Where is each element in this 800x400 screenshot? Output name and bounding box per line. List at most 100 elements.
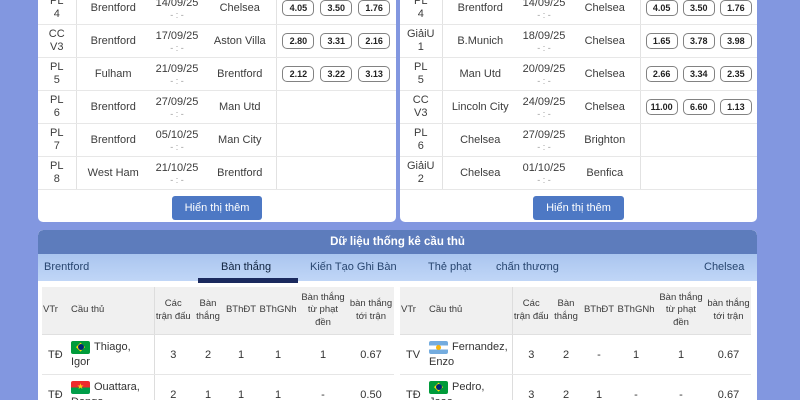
- tab-team-brentford[interactable]: Brentford: [44, 261, 90, 273]
- odd-draw[interactable]: 3.50: [320, 0, 353, 16]
- league-round: 6: [417, 140, 424, 152]
- col-penalty-goals: Bàn thắng từ phạt đền: [656, 287, 706, 336]
- fixture-row: CC V3 Brentford 17/09/25- : - Aston Villa…: [38, 24, 396, 58]
- tab-team-chelsea[interactable]: Chelsea: [704, 261, 745, 273]
- fixtures-table-right: PL 4 Brentford 14/09/25- : - Chelsea 4.05…: [400, 0, 757, 190]
- fixtures-card-right: PL 4 Brentford 14/09/25- : - Chelsea 4.05…: [400, 0, 757, 222]
- odd-draw[interactable]: 3.22: [320, 66, 353, 82]
- match-date: 14/09/25: [522, 0, 566, 9]
- stat-goals: 2: [550, 374, 582, 400]
- tab-goals[interactable]: Bàn thắng: [221, 261, 272, 273]
- argentina-flag-icon: [429, 340, 448, 354]
- away-team: Man Utd: [204, 90, 276, 124]
- away-team: Chelsea: [570, 90, 640, 124]
- away-team: Chelsea: [570, 0, 640, 25]
- player-name: Pedro,: [452, 380, 485, 393]
- odd-away[interactable]: 1.13: [719, 99, 752, 115]
- odd-away[interactable]: 2.35: [719, 66, 752, 82]
- player-position: TĐ: [400, 374, 428, 400]
- odds-cell: [275, 156, 396, 190]
- league-code: PL: [50, 60, 64, 73]
- match-score: - : -: [537, 75, 551, 86]
- tab-injuries[interactable]: chấn thương: [496, 261, 559, 273]
- league-round: 6: [53, 107, 60, 119]
- odd-home[interactable]: 11.00: [645, 99, 678, 115]
- league-code: CC: [48, 27, 65, 40]
- league-code: PL: [50, 159, 64, 172]
- col-matches: Các trận đấu: [511, 287, 550, 336]
- home-team: Brentford: [76, 24, 150, 58]
- match-score: - : -: [170, 141, 184, 152]
- odd-home[interactable]: 2.12: [282, 66, 315, 82]
- stat-matches: 3: [153, 334, 192, 376]
- home-team: Brentford: [442, 0, 518, 25]
- match-score: - : -: [537, 9, 551, 20]
- odd-away[interactable]: 1.76: [719, 0, 752, 16]
- league-code: PL: [50, 0, 64, 7]
- home-team: Brentford: [76, 90, 150, 124]
- odd-away[interactable]: 2.16: [358, 33, 391, 49]
- col-matches: Các trận đấu: [153, 287, 192, 336]
- tab-cards[interactable]: Thẻ phạt: [428, 261, 472, 273]
- stat-bthdt: 1: [224, 334, 258, 376]
- odd-draw[interactable]: 6.60: [682, 99, 715, 115]
- match-score: - : -: [170, 75, 184, 86]
- col-bthdt: BThĐT: [582, 287, 616, 336]
- show-more-button[interactable]: Hiển thị thêm: [533, 196, 624, 220]
- odd-draw[interactable]: 3.50: [682, 0, 715, 16]
- odd-home[interactable]: 4.05: [645, 0, 678, 16]
- home-team: Chelsea: [442, 156, 518, 190]
- player-name-2: Igor: [71, 355, 90, 368]
- odd-home[interactable]: 2.80: [282, 33, 315, 49]
- odd-draw[interactable]: 3.78: [682, 33, 715, 49]
- odds-cell: [275, 123, 396, 157]
- match-date: 20/09/25: [522, 62, 566, 75]
- match-score: - : -: [537, 174, 551, 185]
- stat-goals: 1: [192, 374, 224, 400]
- tab-assists[interactable]: Kiến Tạo Ghi Bàn: [310, 261, 397, 273]
- odd-away[interactable]: 3.13: [358, 66, 391, 82]
- away-team: Brighton: [570, 123, 640, 157]
- fixture-row: PL 8 West Ham 21/10/25- : - Brentford: [38, 156, 396, 190]
- league-code: PL: [414, 60, 428, 73]
- match-date: 01/10/25: [522, 161, 566, 174]
- match-date: 05/10/25: [155, 128, 199, 141]
- fixture-row: PL 7 Brentford 05/10/25- : - Man City: [38, 123, 396, 157]
- stat-penalty-goals: -: [656, 374, 706, 400]
- league-round: 7: [53, 140, 60, 152]
- odd-home[interactable]: 2.66: [645, 66, 678, 82]
- player-position: TĐ: [42, 374, 70, 400]
- odd-away[interactable]: 1.76: [358, 0, 391, 16]
- league-round: 1: [417, 41, 424, 53]
- stat-penalty-goals: -: [298, 374, 348, 400]
- stat-penalty-goals: 1: [656, 334, 706, 376]
- match-score: - : -: [537, 42, 551, 53]
- odds-cell: 11.00 6.60 1.13: [639, 90, 757, 124]
- col-bthgnh: BThGNh: [616, 287, 656, 336]
- odd-draw[interactable]: 3.31: [320, 33, 353, 49]
- show-more-button[interactable]: Hiển thị thêm: [171, 196, 263, 220]
- odds-cell: 1.65 3.78 3.98: [639, 24, 757, 58]
- fixture-row: CC V3 Lincoln City 24/09/25- : - Chelsea …: [400, 90, 757, 124]
- fixtures-card-left: PL 4 Brentford 14/09/25- : - Chelsea 4.05…: [38, 0, 396, 222]
- odd-home[interactable]: 4.05: [282, 0, 315, 16]
- odd-home[interactable]: 1.65: [645, 33, 678, 49]
- player-position: TĐ: [42, 334, 70, 376]
- active-tab-underline: [198, 278, 298, 283]
- match-date: 27/09/25: [522, 128, 566, 141]
- away-team: Chelsea: [570, 24, 640, 58]
- match-date: 21/09/25: [155, 62, 199, 75]
- odd-away[interactable]: 3.98: [719, 33, 752, 49]
- player-row: TĐ Pedro, Joao 3 2 1 - - 0.67: [400, 374, 751, 400]
- home-team: Brentford: [76, 0, 150, 25]
- player-stats-table-chelsea: VTr Cầu thủ Các trận đấu Bàn thắng BThĐT…: [400, 287, 751, 400]
- odd-draw[interactable]: 3.34: [682, 66, 715, 82]
- league-round: 4: [53, 8, 60, 20]
- fixtures-table-left: PL 4 Brentford 14/09/25- : - Chelsea 4.05…: [38, 0, 396, 190]
- home-team: Lincoln City: [442, 90, 518, 124]
- match-date: 14/09/25: [155, 0, 199, 9]
- col-goals-per-match: bàn thắng tới trận: [348, 287, 394, 336]
- match-score: - : -: [170, 108, 184, 119]
- player-row: TV Fernandez, Enzo 3 2 - 1 1 0.67: [400, 334, 751, 376]
